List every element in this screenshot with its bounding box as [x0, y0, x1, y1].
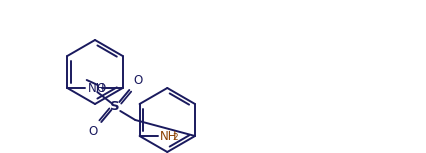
Text: O: O	[133, 74, 143, 87]
Text: 2: 2	[173, 134, 178, 142]
Text: O: O	[96, 82, 105, 95]
Text: S: S	[110, 99, 120, 112]
Text: NH: NH	[160, 129, 177, 142]
Text: NH: NH	[88, 82, 106, 95]
Text: O: O	[88, 125, 97, 138]
